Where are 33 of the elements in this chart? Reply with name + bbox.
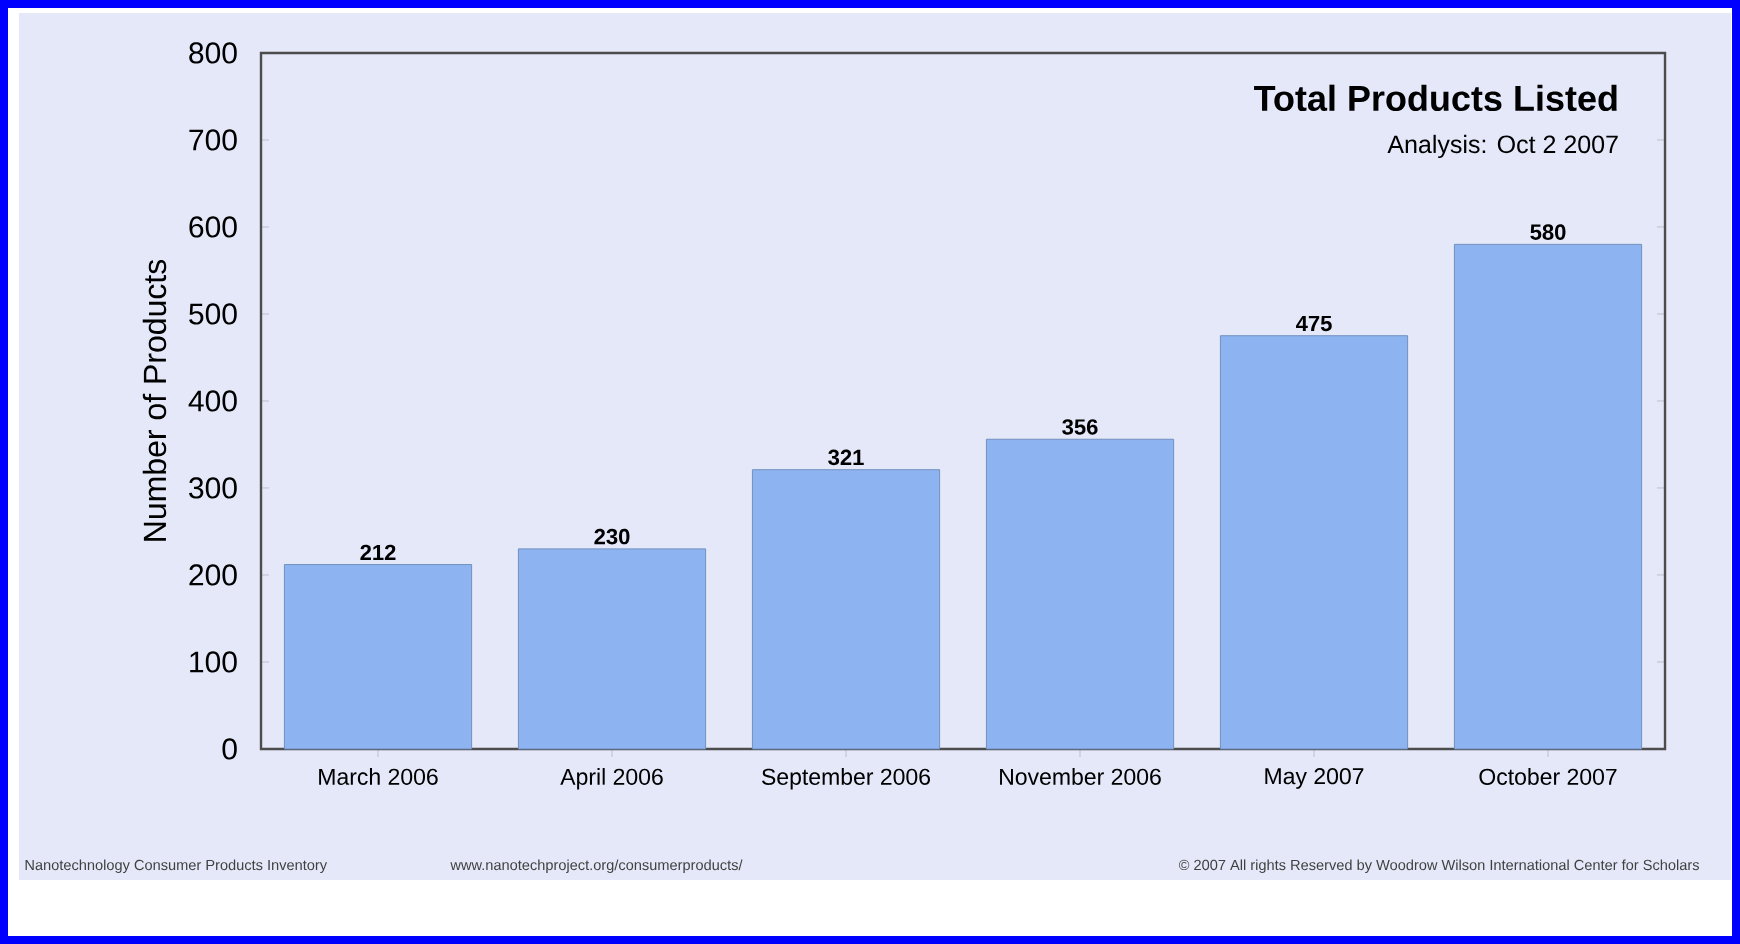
x-tick-label: November 2006 bbox=[1000, 768, 1161, 785]
data-label: 356 bbox=[1062, 419, 1098, 435]
y-tick-label: 0 bbox=[222, 738, 237, 760]
data-label: 321 bbox=[828, 449, 864, 466]
data-label: 475 bbox=[1296, 315, 1332, 332]
data-label: 580 bbox=[1530, 224, 1566, 240]
bar bbox=[517, 548, 707, 750]
text: Nanotechnology Consumer Products Inventory bbox=[25, 859, 328, 874]
y-tick-label: 800 bbox=[189, 42, 237, 64]
text: www.nanotechproject.org/consumerproducts/ bbox=[450, 859, 743, 874]
text: © 2007 All rights Reserved by Woodrow Wilson International Center for Scholars bbox=[1178, 859, 1700, 874]
bar bbox=[1453, 243, 1643, 750]
data-label: 212 bbox=[360, 544, 396, 561]
y-axis-title: Number of Products bbox=[142, 259, 167, 541]
data-label: 230 bbox=[594, 528, 630, 545]
x-tick-label: September 2006 bbox=[762, 768, 930, 790]
y-tick-label: 700 bbox=[189, 129, 237, 151]
y-tick-label: 600 bbox=[189, 216, 237, 238]
bar bbox=[1219, 335, 1409, 750]
bar bbox=[283, 564, 473, 750]
y-tick-label: 300 bbox=[189, 477, 237, 499]
x-tick-label: May 2007 bbox=[1265, 768, 1364, 789]
x-tick-label: October 2007 bbox=[1479, 768, 1617, 785]
bar bbox=[751, 469, 941, 750]
x-tick-label: April 2006 bbox=[560, 768, 663, 790]
y-tick-label: 100 bbox=[190, 651, 237, 673]
text: Total Products Listed bbox=[1254, 84, 1617, 112]
y-tick-label: 400 bbox=[188, 390, 237, 412]
x-tick-label: March 2006 bbox=[319, 768, 438, 785]
y-tick-label: 500 bbox=[189, 303, 237, 325]
y-tick-label: 200 bbox=[189, 564, 237, 586]
text: Analysis: Oct 2 2007 bbox=[1387, 134, 1618, 159]
bar bbox=[985, 438, 1175, 750]
